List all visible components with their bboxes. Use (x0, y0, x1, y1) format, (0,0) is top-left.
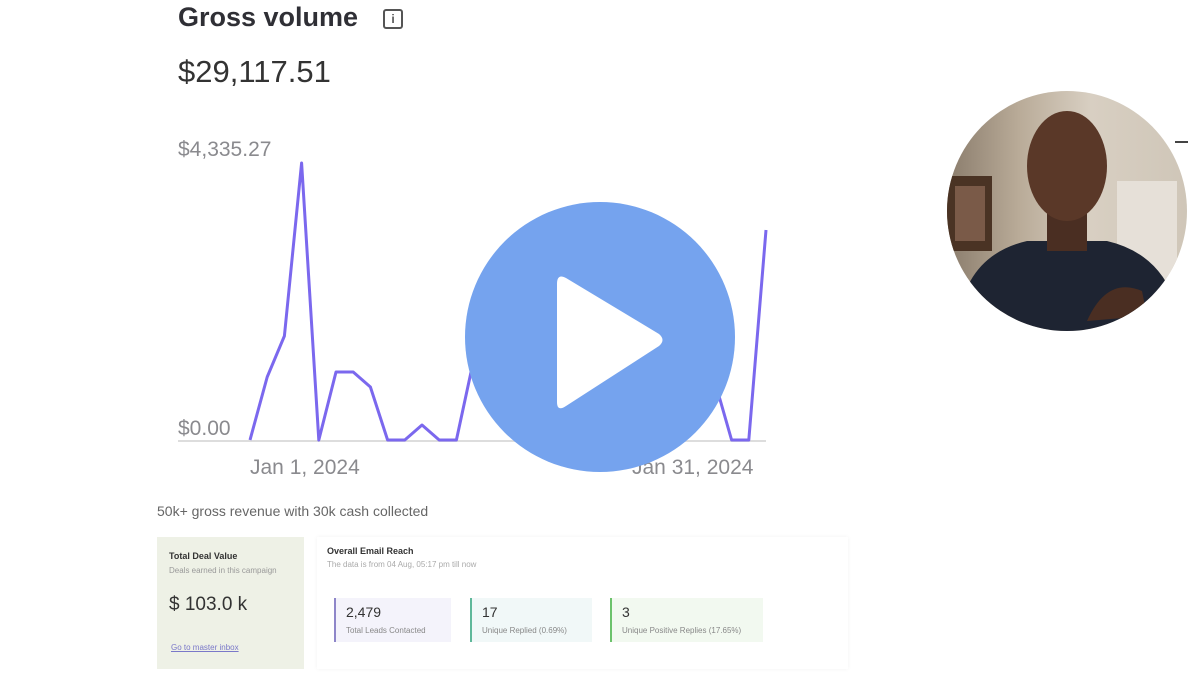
play-button[interactable] (465, 202, 735, 472)
master-inbox-link[interactable]: Go to master inbox (171, 643, 239, 652)
chart-title: Gross volume (178, 2, 359, 32)
x-tick-start: Jan 1, 2024 (250, 456, 360, 479)
edge-marker (1175, 141, 1188, 143)
email-reach-card: Overall Email Reach The data is from 04 … (317, 537, 848, 669)
total-deal-value-card: Total Deal Value Deals earned in this ca… (157, 537, 304, 669)
stat-value: 3 (622, 604, 630, 620)
stat-leads-contacted: 2,479 Total Leads Contacted (334, 598, 451, 642)
stat-label: Unique Positive Replies (17.65%) (622, 626, 742, 635)
y-tick-max: $4,335.27 (178, 138, 272, 161)
stat-label: Total Leads Contacted (346, 626, 426, 635)
stat-value: 2,479 (346, 604, 382, 620)
webcam-presenter (947, 91, 1187, 331)
y-tick-min: $0.00 (178, 417, 231, 440)
gross-volume-total: $29,117.51 (178, 54, 331, 89)
info-icon[interactable]: i (383, 9, 403, 29)
stat-unique-replied: 17 Unique Replied (0.69%) (470, 598, 592, 642)
deal-value: $ 103.0 k (169, 594, 248, 615)
email-reach-title: Overall Email Reach (327, 546, 414, 556)
stat-positive-replies: 3 Unique Positive Replies (17.65%) (610, 598, 763, 642)
deal-title: Total Deal Value (169, 551, 238, 561)
stat-value: 17 (482, 604, 498, 620)
caption: 50k+ gross revenue with 30k cash collect… (157, 503, 429, 519)
play-icon (557, 276, 663, 409)
stat-label: Unique Replied (0.69%) (482, 626, 567, 635)
email-reach-subtitle: The data is from 04 Aug, 05:17 pm till n… (327, 560, 477, 569)
deal-subtitle: Deals earned in this campaign (169, 566, 277, 575)
x-tick-end: Jan 31, 2024 (632, 456, 754, 479)
